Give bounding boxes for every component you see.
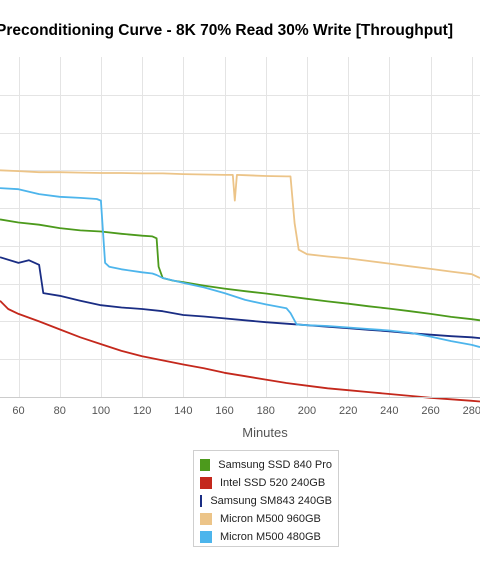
x-tick-label: 100 [92,405,110,417]
x-tick-label: 80 [54,405,66,417]
legend-swatch-intel-520 [200,477,212,489]
x-ticks: 60 80 100 120 140 160 180 200 220 240 260 280 [12,405,480,417]
x-tick-label: 220 [339,405,357,417]
x-tick-label: 260 [421,405,439,417]
series-layer [0,169,480,403]
series-line [0,187,480,348]
x-tick-label: 280 [463,405,480,417]
x-tick-label: 180 [257,405,275,417]
plot-area [0,57,480,398]
x-tick-label: 240 [380,405,398,417]
x-axis-label: Minutes [242,425,288,440]
legend-item[interactable]: Samsung SSD 840 Pro [200,456,332,474]
legend-item[interactable]: Intel SSD 520 240GB [200,474,332,492]
legend-label: Micron M500 960GB [220,513,321,525]
grid [0,57,480,397]
x-tick-label: 200 [298,405,316,417]
x-tick-label: 140 [174,405,192,417]
series-line [0,218,480,322]
legend-swatch-samsung-840-pro [200,459,211,471]
legend-item[interactable]: Micron M500 480GB [200,528,332,546]
legend-swatch-samsung-sm843 [200,495,203,507]
legend-swatch-micron-480 [200,531,212,543]
x-tick-label: 60 [12,405,24,417]
series-line [0,169,480,279]
legend-item[interactable]: Micron M500 960GB [200,510,332,528]
legend-label: Samsung SSD 840 Pro [218,459,332,471]
legend: Samsung SSD 840 Pro Intel SSD 520 240GB … [193,450,339,547]
series-line [0,300,480,403]
legend-label: Micron M500 480GB [220,531,321,543]
x-tick-label: 120 [133,405,151,417]
legend-swatch-micron-960 [200,513,212,525]
x-tick-label: 160 [215,405,233,417]
legend-label: Samsung SM843 240GB [210,495,332,507]
legend-item[interactable]: Samsung SM843 240GB [200,492,332,510]
legend-label: Intel SSD 520 240GB [220,477,326,489]
chart-title: Preconditioning Curve - 8K 70% Read 30% … [0,22,453,39]
